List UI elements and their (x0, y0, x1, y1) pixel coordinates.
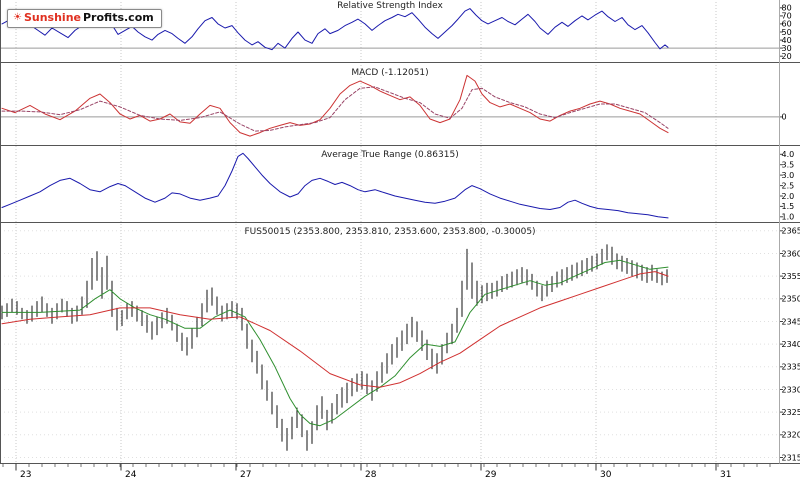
svg-text:2330: 2330 (782, 385, 800, 394)
svg-text:70: 70 (782, 12, 792, 21)
svg-text:60: 60 (782, 20, 792, 29)
sun-icon: ☀ (13, 12, 22, 23)
svg-text:23: 23 (20, 470, 31, 480)
svg-text:28: 28 (365, 470, 377, 480)
svg-text:20: 20 (782, 52, 792, 61)
svg-text:1.0: 1.0 (782, 213, 795, 222)
logo-brand-rest: Profits.com (83, 11, 154, 24)
svg-text:4.0: 4.0 (782, 150, 795, 159)
svg-text:29: 29 (485, 470, 497, 480)
svg-text:50: 50 (782, 28, 792, 37)
svg-text:2320: 2320 (782, 431, 800, 440)
svg-text:2365: 2365 (782, 227, 800, 236)
svg-text:24: 24 (125, 470, 137, 480)
svg-text:2345: 2345 (782, 317, 800, 326)
svg-text:2.0: 2.0 (782, 192, 795, 201)
svg-text:2325: 2325 (782, 408, 800, 417)
svg-text:2350: 2350 (782, 295, 800, 304)
svg-text:31: 31 (720, 470, 731, 480)
svg-text:2355: 2355 (782, 272, 800, 281)
logo-brand-first: Sunshine (23, 11, 81, 24)
svg-text:27: 27 (240, 470, 251, 480)
svg-text:2340: 2340 (782, 340, 800, 349)
svg-text:40: 40 (782, 36, 792, 45)
svg-text:3.5: 3.5 (782, 161, 795, 170)
svg-text:2360: 2360 (782, 249, 800, 258)
svg-text:80: 80 (782, 4, 792, 13)
svg-text:30: 30 (600, 470, 612, 480)
svg-text:2335: 2335 (782, 363, 800, 372)
logo: ☀ Sunshine Profits.com (7, 9, 162, 28)
svg-text:0: 0 (782, 113, 787, 122)
svg-text:3.0: 3.0 (782, 171, 795, 180)
svg-text:1.5: 1.5 (782, 202, 795, 211)
svg-text:30: 30 (782, 44, 792, 53)
svg-text:2315: 2315 (782, 453, 800, 462)
svg-text:2.5: 2.5 (782, 181, 795, 190)
